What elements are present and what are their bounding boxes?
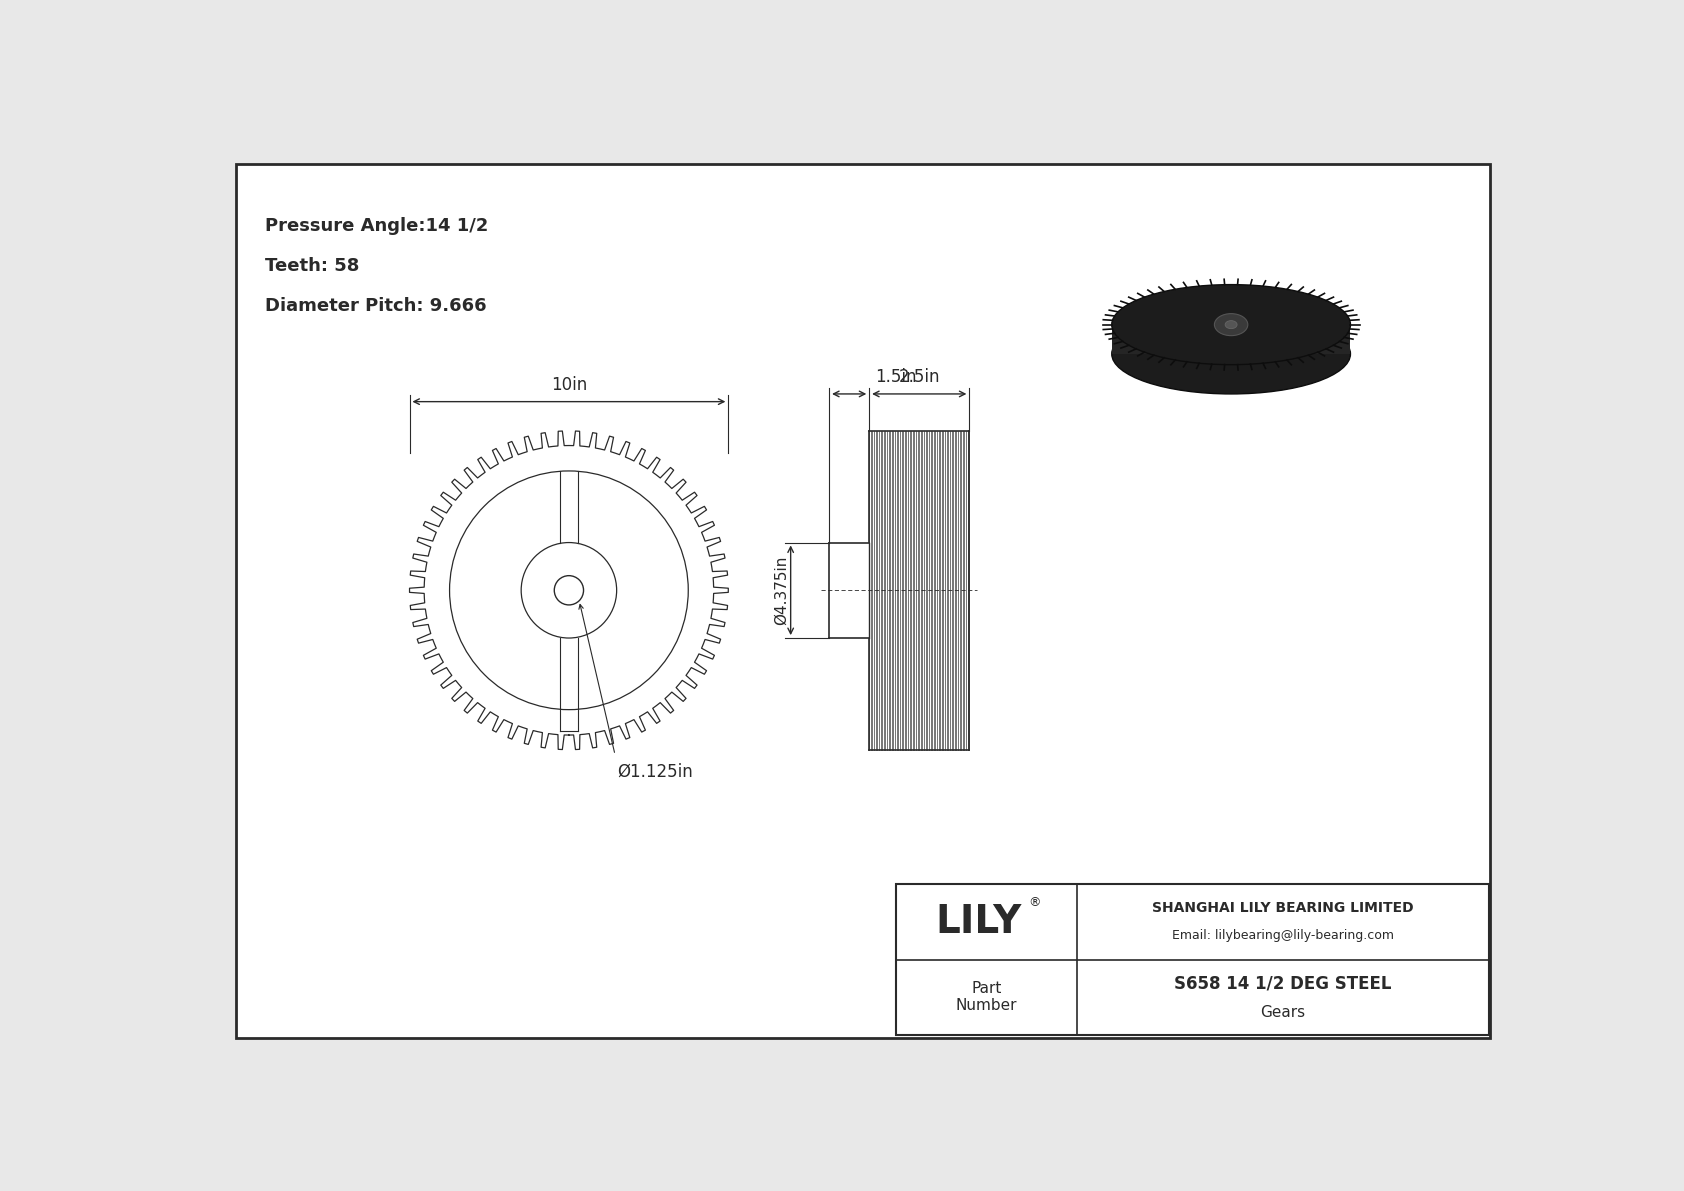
Text: Teeth: 58: Teeth: 58	[264, 257, 359, 275]
Ellipse shape	[1226, 320, 1238, 329]
Text: Diameter Pitch: 9.666: Diameter Pitch: 9.666	[264, 297, 487, 314]
Text: Part
Number: Part Number	[957, 981, 1017, 1014]
Text: LILY: LILY	[936, 903, 1022, 941]
Polygon shape	[1111, 325, 1351, 354]
Text: Ø1.125in: Ø1.125in	[618, 762, 694, 781]
Text: Ø4.375in: Ø4.375in	[775, 556, 788, 625]
Ellipse shape	[1111, 285, 1351, 364]
Text: ®: ®	[1029, 896, 1041, 909]
Text: 2.5in: 2.5in	[899, 368, 940, 386]
Text: Gears: Gears	[1261, 1004, 1305, 1019]
Text: 10in: 10in	[551, 376, 588, 394]
Text: 1.5in: 1.5in	[874, 368, 916, 386]
Text: SHANGHAI LILY BEARING LIMITED: SHANGHAI LILY BEARING LIMITED	[1152, 902, 1415, 916]
Bar	[896, 885, 1489, 1035]
Text: S658 14 1/2 DEG STEEL: S658 14 1/2 DEG STEEL	[1174, 974, 1393, 992]
Text: Email: lilybearing@lily-bearing.com: Email: lilybearing@lily-bearing.com	[1172, 929, 1394, 942]
Ellipse shape	[1214, 313, 1248, 336]
Text: Pressure Angle:14 1/2: Pressure Angle:14 1/2	[264, 217, 488, 235]
Ellipse shape	[1111, 314, 1351, 394]
